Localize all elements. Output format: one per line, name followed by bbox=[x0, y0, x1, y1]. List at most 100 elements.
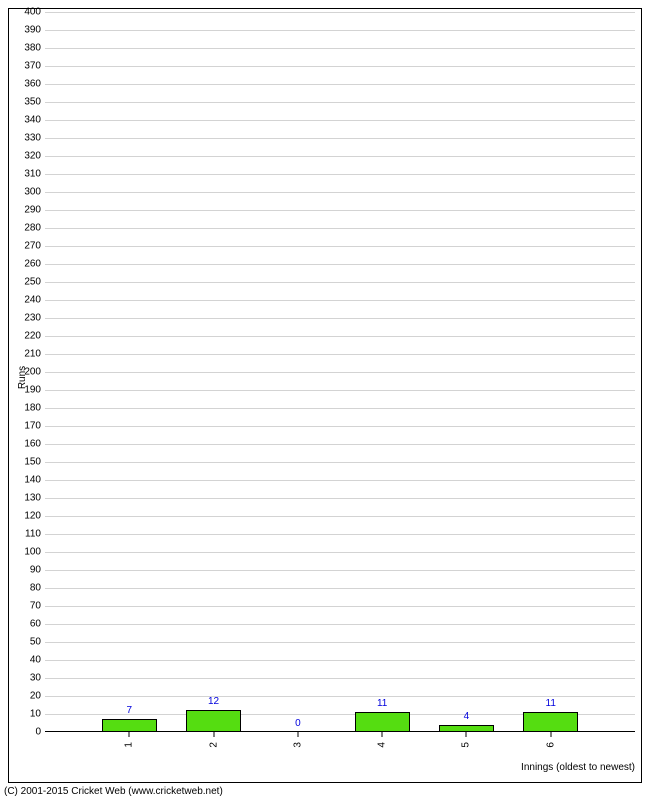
y-tick-label: 250 bbox=[24, 277, 41, 288]
gridline bbox=[45, 246, 635, 247]
y-tick-label: 110 bbox=[25, 529, 41, 540]
gridline bbox=[45, 228, 635, 229]
x-tick-mark bbox=[466, 732, 467, 737]
x-tick-mark bbox=[129, 732, 130, 737]
gridline bbox=[45, 48, 635, 49]
y-tick-label: 50 bbox=[30, 637, 41, 648]
y-tick-label: 280 bbox=[24, 223, 41, 234]
x-tick-mark bbox=[382, 732, 383, 737]
y-tick-label: 160 bbox=[24, 439, 41, 450]
bar bbox=[102, 719, 157, 732]
x-tick-label: 2 bbox=[208, 742, 219, 748]
gridline bbox=[45, 606, 635, 607]
x-tick-label: 1 bbox=[124, 742, 135, 748]
gridline bbox=[45, 534, 635, 535]
gridline bbox=[45, 138, 635, 139]
x-tick-label: 4 bbox=[377, 742, 388, 748]
gridline bbox=[45, 678, 635, 679]
gridline bbox=[45, 120, 635, 121]
gridline bbox=[45, 696, 635, 697]
gridline bbox=[45, 588, 635, 589]
bar-value-label: 4 bbox=[464, 711, 470, 722]
gridline bbox=[45, 552, 635, 553]
gridline bbox=[45, 264, 635, 265]
gridline bbox=[45, 570, 635, 571]
gridline bbox=[45, 480, 635, 481]
gridline bbox=[45, 462, 635, 463]
x-tick-mark bbox=[550, 732, 551, 737]
y-tick-label: 400 bbox=[24, 7, 41, 18]
y-tick-label: 290 bbox=[24, 205, 41, 216]
gridline bbox=[45, 408, 635, 409]
gridline bbox=[45, 102, 635, 103]
y-tick-label: 320 bbox=[24, 151, 41, 162]
y-tick-label: 300 bbox=[24, 187, 41, 198]
y-tick-label: 260 bbox=[24, 259, 41, 270]
gridline bbox=[45, 498, 635, 499]
plot-area: 0102030405060708090100110120130140150160… bbox=[45, 12, 635, 732]
gridline bbox=[45, 174, 635, 175]
gridline bbox=[45, 66, 635, 67]
bar bbox=[355, 712, 410, 732]
y-tick-label: 40 bbox=[30, 655, 41, 666]
y-tick-label: 0 bbox=[35, 727, 41, 738]
y-tick-label: 120 bbox=[24, 511, 41, 522]
gridline bbox=[45, 444, 635, 445]
y-tick-label: 350 bbox=[24, 97, 41, 108]
y-tick-label: 130 bbox=[24, 493, 41, 504]
y-tick-label: 310 bbox=[24, 169, 41, 180]
gridline bbox=[45, 300, 635, 301]
bar bbox=[186, 710, 241, 732]
gridline bbox=[45, 426, 635, 427]
y-tick-label: 60 bbox=[30, 619, 41, 630]
y-tick-label: 140 bbox=[24, 475, 41, 486]
bar-value-label: 11 bbox=[377, 698, 387, 709]
y-tick-label: 80 bbox=[30, 583, 41, 594]
gridline bbox=[45, 624, 635, 625]
y-tick-label: 340 bbox=[24, 115, 41, 126]
x-tick-label: 6 bbox=[545, 742, 556, 748]
gridline bbox=[45, 390, 635, 391]
y-tick-label: 170 bbox=[24, 421, 41, 432]
gridline bbox=[45, 192, 635, 193]
y-tick-label: 30 bbox=[30, 673, 41, 684]
x-tick-label: 3 bbox=[292, 742, 303, 748]
y-tick-label: 100 bbox=[24, 547, 41, 558]
y-tick-label: 90 bbox=[30, 565, 41, 576]
bar bbox=[523, 712, 578, 732]
gridline bbox=[45, 30, 635, 31]
y-tick-label: 390 bbox=[24, 25, 41, 36]
y-tick-label: 330 bbox=[24, 133, 41, 144]
x-axis-label: Innings (oldest to newest) bbox=[521, 762, 635, 773]
bar-value-label: 11 bbox=[546, 698, 556, 709]
y-tick-label: 150 bbox=[24, 457, 41, 468]
bar-value-label: 0 bbox=[295, 718, 301, 729]
y-tick-label: 370 bbox=[24, 61, 41, 72]
gridline bbox=[45, 84, 635, 85]
y-tick-label: 220 bbox=[24, 331, 41, 342]
y-tick-label: 10 bbox=[30, 709, 41, 720]
bar bbox=[439, 725, 494, 732]
y-tick-label: 70 bbox=[30, 601, 41, 612]
chart-container: 0102030405060708090100110120130140150160… bbox=[0, 0, 650, 800]
gridline bbox=[45, 156, 635, 157]
y-tick-label: 270 bbox=[24, 241, 41, 252]
gridline bbox=[45, 210, 635, 211]
bar-value-label: 7 bbox=[127, 705, 133, 716]
gridline bbox=[45, 282, 635, 283]
bar-value-label: 12 bbox=[208, 696, 219, 707]
y-tick-label: 20 bbox=[30, 691, 41, 702]
gridline bbox=[45, 318, 635, 319]
x-tick-label: 5 bbox=[461, 742, 472, 748]
y-axis-label: Runs bbox=[17, 366, 28, 389]
y-tick-label: 380 bbox=[24, 43, 41, 54]
gridline bbox=[45, 12, 635, 13]
y-tick-label: 360 bbox=[24, 79, 41, 90]
gridline bbox=[45, 372, 635, 373]
y-tick-label: 230 bbox=[24, 313, 41, 324]
x-tick-mark bbox=[297, 732, 298, 737]
x-tick-mark bbox=[213, 732, 214, 737]
gridline bbox=[45, 642, 635, 643]
copyright-text: (C) 2001-2015 Cricket Web (www.cricketwe… bbox=[4, 786, 223, 797]
gridline bbox=[45, 354, 635, 355]
